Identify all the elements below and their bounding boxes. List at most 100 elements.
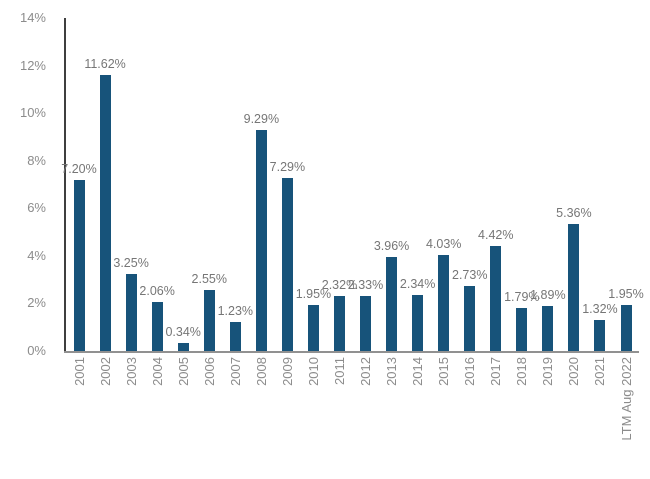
bar xyxy=(620,304,632,351)
bar xyxy=(542,306,554,351)
bar-value-label: 2.55% xyxy=(191,272,227,287)
x-axis-cell: 2013 xyxy=(379,357,405,477)
bar-column: 2.34% xyxy=(400,18,435,351)
x-axis-label: 2001 xyxy=(71,357,87,386)
bar-value-label: 5.36% xyxy=(556,205,592,220)
x-axis-label: 2012 xyxy=(358,357,374,386)
bar-value-label: 7.20% xyxy=(61,161,97,176)
bar xyxy=(73,179,85,351)
bar-value-label: 3.96% xyxy=(373,238,410,253)
x-baseline xyxy=(64,351,639,353)
bar-column: 1.89% xyxy=(530,18,566,351)
bar-value-label: 3.25% xyxy=(113,255,149,270)
bar-column: 1.79% xyxy=(504,18,540,351)
bar-column: 2.73% xyxy=(452,18,487,351)
bar-column: 7.20% xyxy=(61,18,97,351)
y-axis-tick-label: 14% xyxy=(19,10,46,25)
x-axis-label: 2003 xyxy=(123,357,139,386)
bars-container: 7.20% 11.62% 3.25% 2.06% 0.34% 2.55% 1.23% 9.29… xyxy=(61,18,644,351)
y-axis-tick-label: 2% xyxy=(27,295,46,311)
x-axis-cell: 2011 xyxy=(326,357,352,477)
x-axis-cell: 2016 xyxy=(457,357,483,477)
bar-column: 2.33% xyxy=(348,18,383,351)
x-axis-cell: 2007 xyxy=(222,357,248,477)
x-axis-cell: 2018 xyxy=(509,357,535,477)
x-axis-label: 2020 xyxy=(566,357,582,386)
bar xyxy=(177,342,189,351)
x-axis-label: 2013 xyxy=(384,357,400,386)
x-axis-cell: 2001 xyxy=(66,357,92,477)
bar-value-label: 7.29% xyxy=(269,159,306,174)
plot-area: 7.20% 11.62% 3.25% 2.06% 0.34% 2.55% 1.23% 9.29… xyxy=(61,18,644,353)
x-axis-cell: 2004 xyxy=(144,357,170,477)
bar-column: 3.25% xyxy=(113,18,149,351)
bar-column: 9.29% xyxy=(244,18,279,351)
x-axis-label: 2008 xyxy=(253,357,269,386)
bar-column: 2.06% xyxy=(139,18,175,351)
bar-value-label: 9.29% xyxy=(243,112,280,127)
bar-column: 1.23% xyxy=(218,18,253,351)
y-axis-tick-label: 6% xyxy=(27,200,46,216)
x-axis-cell: 2015 xyxy=(431,357,457,477)
bar-value-label: 2.06% xyxy=(139,284,175,299)
y-axis-line xyxy=(64,18,66,351)
bar xyxy=(464,286,476,351)
y-axis-tick-label: 4% xyxy=(27,247,46,263)
x-axis-cell: LTM Aug 2022 xyxy=(613,357,639,477)
x-axis-label: 2005 xyxy=(175,357,191,386)
y-axis-tick-label: 0% xyxy=(27,343,46,358)
bar-value-label: 1.32% xyxy=(582,301,618,316)
x-axis-label: LTM Aug 2022 xyxy=(618,357,634,441)
x-axis-cell: 2014 xyxy=(405,357,431,477)
bar xyxy=(568,223,580,351)
bar-value-label: 2.73% xyxy=(451,268,488,283)
x-axis-label: 2006 xyxy=(201,357,217,386)
bar-value-label: 4.42% xyxy=(478,227,514,242)
bar xyxy=(281,177,293,351)
x-axis-cell: 2009 xyxy=(274,357,300,477)
x-axis-label: 2007 xyxy=(227,357,243,386)
x-axis-label: 2018 xyxy=(514,357,530,386)
bar-column: 1.32% xyxy=(582,18,618,351)
x-axis-cell: 2021 xyxy=(587,357,613,477)
bar xyxy=(438,255,450,351)
bar-column: 4.42% xyxy=(478,18,513,351)
bar-column: 1.95% xyxy=(608,18,644,351)
bar-column: 5.36% xyxy=(556,18,592,351)
bar xyxy=(360,295,372,351)
bar-value-label: 2.34% xyxy=(399,277,436,292)
bar-value-label: 1.79% xyxy=(504,290,540,305)
bar-column: 7.29% xyxy=(270,18,305,351)
bar xyxy=(594,319,606,351)
bar-column: 0.34% xyxy=(165,18,201,351)
x-axis-cell: 2002 xyxy=(92,357,118,477)
x-axis-label: 2021 xyxy=(592,357,608,386)
x-axis-cell: 2019 xyxy=(535,357,561,477)
bar xyxy=(516,308,528,351)
bar xyxy=(333,295,345,351)
x-axis-label: 2009 xyxy=(279,357,295,386)
bar xyxy=(229,321,241,351)
bar-value-label: 2.32% xyxy=(321,277,358,292)
x-axis-label: 2014 xyxy=(410,357,426,386)
x-axis-cell: 2020 xyxy=(561,357,587,477)
x-axis-label: 2017 xyxy=(488,357,504,386)
bar-column: 3.96% xyxy=(374,18,409,351)
bar-value-label: 2.33% xyxy=(347,277,384,292)
bar-column: 2.32% xyxy=(322,18,357,351)
x-axis-label: 2011 xyxy=(331,357,347,385)
bar-value-label: 1.23% xyxy=(217,303,254,318)
bar-value-label: 11.62% xyxy=(84,56,126,71)
bar xyxy=(203,290,215,351)
bar-column: 11.62% xyxy=(84,18,126,351)
x-axis-cell: 2008 xyxy=(248,357,274,477)
bar-value-label: 1.89% xyxy=(530,288,566,303)
bar-column: 4.03% xyxy=(426,18,461,351)
bar xyxy=(307,304,319,351)
x-axis-cell: 2006 xyxy=(196,357,222,477)
x-axis-label: 2010 xyxy=(305,357,321,386)
y-axis-tick-label: 8% xyxy=(27,152,46,168)
x-axis-label: 2002 xyxy=(97,357,113,386)
x-axis-cell: 2005 xyxy=(170,357,196,477)
